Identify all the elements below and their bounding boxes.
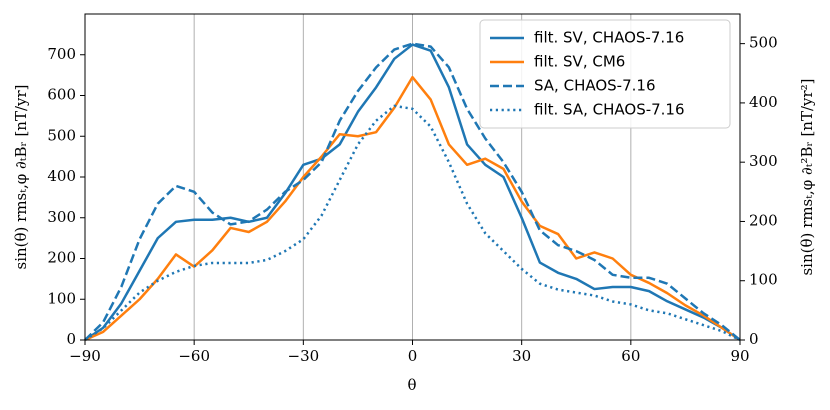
legend-label: SA, CHAOS-7.16: [534, 77, 656, 95]
y2-tick-label: 200: [749, 211, 778, 229]
y-tick-label: 700: [47, 45, 76, 63]
y-tick-label: 400: [47, 167, 76, 185]
y2-tick-label: 400: [749, 93, 778, 111]
legend: filt. SV, CHAOS-7.16 filt. SV, CM6 SA, CHA…: [479, 19, 731, 129]
x-tick-label: 0: [408, 347, 418, 365]
legend-label: filt. SA, CHAOS-7.16: [534, 101, 685, 119]
series-line: [84, 42, 741, 341]
x-tick-label: −90: [69, 347, 101, 365]
legend-label: filt. SV, CHAOS-7.16: [534, 29, 684, 47]
y2-tick-label: 100: [749, 271, 778, 289]
x-tick-label: −30: [288, 347, 320, 365]
legend-label: filt. SV, CM6: [534, 53, 625, 71]
x-tick-label: 30: [512, 347, 531, 365]
y2-tick-label: 0: [749, 330, 759, 348]
x-tick-label: 90: [730, 347, 749, 365]
y-tick-label: 300: [47, 208, 76, 226]
series-line: [84, 43, 741, 342]
series-line: [84, 104, 741, 342]
y-tick-label: 600: [47, 86, 76, 104]
legend-box: [479, 19, 731, 129]
x-axis-label: θ: [407, 376, 416, 394]
y-tick-label: 500: [47, 126, 76, 144]
y-tick-label: 100: [47, 289, 76, 307]
y2-axis-label: sin(θ) rmsₜ,φ ∂ₜ²Bᵣ [nT/yr²]: [798, 78, 816, 275]
y2-tick-label: 500: [749, 34, 778, 52]
y2-tick-label: 300: [749, 152, 778, 170]
y-tick-label: 200: [47, 249, 76, 267]
y-tick-label: 0: [66, 330, 76, 348]
x-tick-label: 60: [621, 347, 640, 365]
y-axis-label: sin(θ) rmsₜ,φ ∂ₜBᵣ [nT/yr]: [12, 84, 30, 269]
plot-frame: [84, 13, 741, 341]
x-tick-label: −60: [178, 347, 210, 365]
